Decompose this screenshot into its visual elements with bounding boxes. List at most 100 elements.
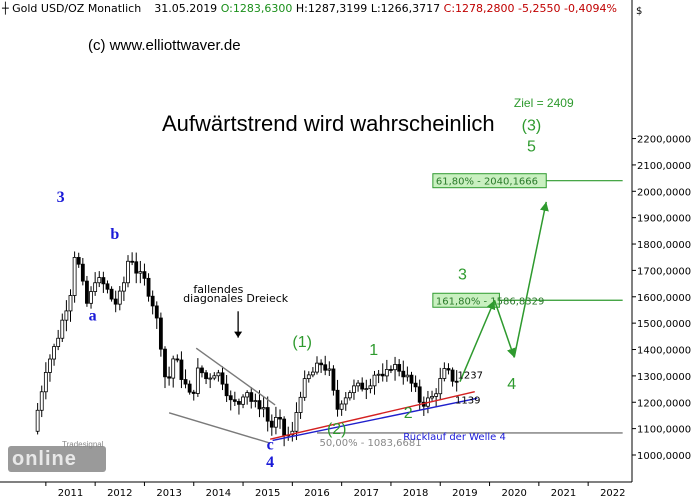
wave-annotation: 3 — [458, 267, 467, 284]
candle-body — [327, 368, 332, 371]
wave-annotation: 2 — [404, 405, 413, 422]
candle-body — [134, 261, 139, 274]
candle-body — [52, 346, 56, 360]
trendline — [270, 391, 475, 440]
x-tick-label: 2017 — [354, 488, 379, 499]
candle-body — [154, 305, 159, 319]
candle-body — [130, 260, 135, 263]
y-tick-label: 2200,0000 — [637, 135, 691, 146]
candle-body — [278, 416, 282, 420]
candle-body — [269, 420, 274, 428]
x-tick-label: 2011 — [58, 488, 83, 499]
x-tick-label: 2020 — [501, 488, 526, 499]
triangle-pointer-head — [234, 331, 243, 338]
candle-body — [60, 319, 65, 339]
candle-body — [85, 280, 89, 304]
candle-body — [43, 372, 48, 393]
candle-body — [208, 377, 213, 380]
currency-sign: $ — [636, 6, 642, 17]
candle-body — [339, 403, 344, 410]
candle-body — [380, 373, 385, 377]
candle-body — [352, 385, 356, 394]
candle-body — [360, 382, 365, 390]
x-tick-label: 2022 — [600, 488, 625, 499]
candle-body — [68, 295, 73, 312]
low-value: L:1266,3717 — [370, 2, 441, 15]
candle-body — [372, 374, 377, 387]
candle-body — [265, 407, 270, 422]
tradesignal-logo: Tradesignal online — [8, 440, 106, 474]
logo-word: online — [12, 448, 77, 470]
candle-body — [150, 295, 155, 307]
candle-body — [274, 416, 278, 428]
y-tick-label: 2000,0000 — [637, 187, 691, 198]
wave-annotation: a — [89, 308, 97, 325]
candle-body — [220, 372, 225, 385]
candle-body — [93, 282, 98, 292]
y-tick-label: 1600,0000 — [637, 293, 691, 304]
candle-body — [384, 369, 389, 377]
candle-body — [257, 400, 262, 410]
wave-annotation: 3 — [57, 189, 65, 206]
wave-annotation: 5 — [527, 139, 536, 156]
trendline — [195, 347, 276, 406]
y-tick-label: 1300,0000 — [637, 372, 691, 383]
candle-body — [376, 373, 381, 376]
candle-body — [35, 409, 40, 432]
candle-body — [56, 337, 61, 347]
x-tick-label: 2013 — [156, 488, 181, 499]
candle-body — [179, 359, 184, 380]
cross-icon: ┼ — [2, 2, 9, 15]
y-tick-label: 1800,0000 — [637, 240, 691, 251]
candle-body — [39, 391, 44, 411]
bar-date: 31.05.2019 — [154, 2, 218, 15]
candle-body — [282, 418, 287, 436]
candle-body — [64, 310, 69, 321]
y-tick-label: 1100,0000 — [637, 425, 691, 436]
wave-annotation: 1 — [369, 342, 378, 359]
y-tick-label: 1400,0000 — [637, 346, 691, 357]
trendline — [168, 412, 271, 444]
candle-body — [438, 378, 443, 395]
candle-body — [109, 288, 114, 300]
y-tick-label: 2100,0000 — [637, 161, 691, 172]
candle-body — [347, 392, 352, 399]
candle-body — [409, 374, 414, 384]
y-tick-label: 1500,0000 — [637, 319, 691, 330]
retracement-label: 50,00% - 1083,6681 — [319, 438, 421, 449]
candle-body — [413, 382, 418, 388]
candle-body — [405, 374, 410, 378]
wave-annotation: (1) — [292, 334, 312, 351]
candle-body — [138, 271, 143, 274]
wave-annotation: (2) — [327, 421, 347, 438]
candle-body — [253, 400, 258, 403]
candle-body — [430, 396, 434, 399]
x-tick-label: 2018 — [403, 488, 428, 499]
candle-body — [245, 392, 250, 398]
wave-annotation: 1139 — [455, 396, 480, 407]
candle-body — [122, 282, 126, 292]
candle-body — [393, 364, 397, 371]
target-box — [432, 173, 547, 189]
x-tick-label: 2015 — [255, 488, 280, 499]
wave-annotation: fallendes — [193, 283, 243, 296]
candle-body — [356, 382, 360, 387]
candle-body — [364, 388, 369, 391]
candle-body — [89, 291, 93, 304]
x-tick-label: 2014 — [206, 488, 231, 499]
candle-body — [434, 393, 439, 397]
candle-body — [72, 257, 77, 296]
candle-body — [191, 391, 196, 394]
high-value: H:1287,3199 — [295, 2, 368, 15]
candle-body — [48, 358, 52, 373]
copyright-text: (c) www.elliottwaver.de — [88, 37, 241, 54]
candle-body — [331, 368, 336, 391]
y-tick-label: 1700,0000 — [637, 266, 691, 277]
wave-annotation: 1237 — [458, 371, 483, 382]
candle-body — [101, 277, 106, 285]
open-value: O:1283,6300 — [220, 2, 293, 15]
change-pct-value: -0,4094% — [563, 2, 617, 15]
candle-body — [241, 396, 245, 405]
candle-body — [212, 375, 217, 379]
